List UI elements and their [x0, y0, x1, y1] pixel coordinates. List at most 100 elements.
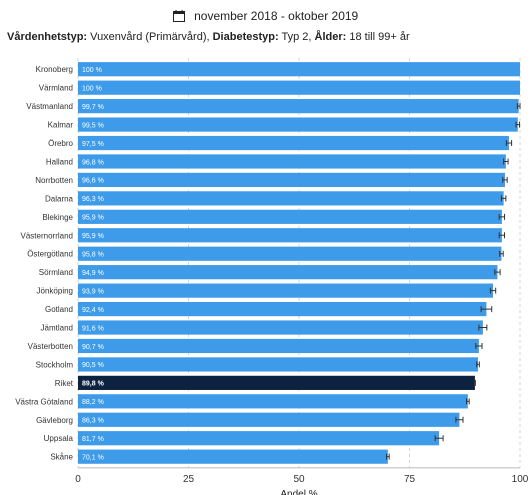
category-label: Jämtland	[41, 324, 73, 333]
category-label: Västra Götaland	[15, 397, 73, 406]
error-bar	[498, 232, 506, 239]
category-label: Kalmar	[48, 121, 74, 130]
x-tick-label: 0	[75, 474, 81, 485]
x-tick-label: 100	[512, 474, 529, 485]
category-label: Gotland	[45, 305, 73, 314]
date-range: november 2018 - oktober 2019	[0, 9, 531, 23]
bar	[78, 154, 506, 169]
category-label: Blekinge	[42, 213, 73, 222]
bar	[78, 246, 502, 261]
data-label: 70,1 %	[82, 454, 104, 461]
category-label: Skåne	[50, 453, 73, 462]
category-label: Uppsala	[44, 434, 74, 443]
x-tick-label: 50	[293, 474, 305, 485]
error-bar	[466, 398, 470, 405]
data-label: 86,3 %	[82, 418, 104, 425]
bar	[78, 301, 487, 317]
bar	[78, 431, 440, 446]
bar	[78, 320, 483, 335]
error-bar	[503, 158, 509, 165]
error-bar	[494, 269, 501, 276]
error-bar	[386, 453, 390, 460]
bar	[78, 117, 518, 132]
bar	[78, 283, 494, 298]
x-axis-title: Andel %	[280, 489, 317, 495]
bar	[78, 172, 505, 188]
data-label: 100 %	[82, 85, 102, 92]
error-bar	[500, 195, 507, 202]
category-label: Västerbotten	[28, 342, 73, 351]
data-label: 94,9 %	[82, 270, 104, 277]
data-label: 88,2 %	[82, 399, 104, 406]
x-tick-label: 25	[183, 474, 195, 485]
filter-value-caretype: Vuxenvård (Primärvård),	[90, 31, 210, 43]
data-label: 96,3 %	[82, 196, 104, 203]
bar	[78, 338, 479, 354]
error-bar	[476, 361, 480, 368]
category-label: Värmland	[39, 84, 73, 93]
data-label: 90,7 %	[82, 344, 104, 351]
category-label: Halland	[46, 157, 73, 166]
x-tick-label: 75	[404, 474, 416, 485]
error-bar	[515, 121, 521, 128]
category-label: Norrbotten	[35, 176, 73, 185]
error-bar	[502, 176, 508, 183]
bar	[78, 228, 502, 243]
category-label: Västmanland	[26, 102, 73, 111]
category-label: Örebro	[48, 139, 73, 148]
bar	[78, 394, 468, 409]
bar	[78, 265, 498, 280]
error-bar	[434, 435, 444, 442]
filter-value-age: 18 till 99+ år	[349, 31, 410, 43]
category-label: Stockholm	[36, 360, 74, 369]
error-bar	[489, 287, 497, 294]
category-label: Kronoberg	[36, 65, 73, 74]
data-label: 99,5 %	[82, 122, 104, 129]
data-label: 97,5 %	[82, 141, 104, 148]
error-bar	[475, 342, 483, 349]
data-label: 95,9 %	[82, 215, 104, 222]
filter-label-caretype: Vårdenhetstyp:	[7, 31, 88, 43]
category-label: Jönköping	[37, 287, 73, 296]
filter-summary: Vårdenhetstyp: Vuxenvård (Primärvård), D…	[7, 31, 410, 43]
data-label: 93,9 %	[82, 288, 104, 295]
bar	[78, 449, 388, 464]
bar	[78, 412, 460, 427]
bar-highlight	[78, 375, 475, 390]
error-bar	[473, 379, 476, 386]
data-label: 96,8 %	[82, 159, 104, 166]
filter-label-age: Ålder:	[314, 31, 347, 43]
error-bar	[516, 103, 521, 110]
bar	[78, 80, 520, 95]
bar	[78, 191, 504, 206]
date-range-text: november 2018 - oktober 2019	[194, 9, 359, 23]
data-label: 81,7 %	[82, 436, 104, 443]
filter-value-diabetestype: Typ 2,	[281, 31, 312, 43]
bar	[78, 62, 520, 77]
category-label: Västernorrland	[21, 231, 73, 240]
category-label: Riket	[55, 379, 74, 388]
data-label: 100 %	[82, 67, 102, 74]
data-label: 90,5 %	[82, 362, 104, 369]
category-label: Östergötland	[27, 250, 73, 259]
category-label: Sörmland	[39, 268, 73, 277]
error-bar	[505, 140, 513, 147]
filter-label-diabetestype: Diabetestyp:	[212, 31, 279, 43]
data-label: 96,6 %	[82, 178, 104, 185]
error-bar	[498, 213, 506, 220]
data-label: 95,9 %	[82, 233, 104, 240]
data-label: 92,4 %	[82, 307, 104, 314]
error-bar	[480, 306, 493, 313]
data-label: 95,8 %	[82, 252, 104, 259]
bar	[78, 135, 509, 151]
data-label: 89,8 %	[82, 381, 105, 388]
bar	[78, 357, 479, 372]
bar	[78, 99, 519, 114]
error-bar	[499, 250, 504, 257]
error-bar	[478, 324, 488, 331]
category-label: Gävleborg	[36, 416, 73, 425]
data-label: 91,6 %	[82, 325, 104, 332]
bar	[78, 209, 502, 224]
error-bar	[455, 416, 464, 423]
